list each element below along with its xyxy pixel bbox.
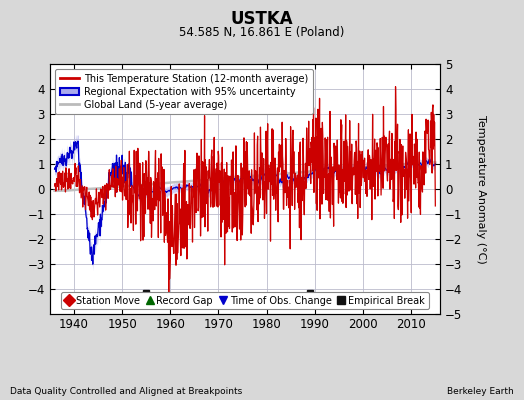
Y-axis label: Temperature Anomaly (°C): Temperature Anomaly (°C) [476,115,486,263]
Legend: Station Move, Record Gap, Time of Obs. Change, Empirical Break: Station Move, Record Gap, Time of Obs. C… [61,292,429,309]
Text: 54.585 N, 16.861 E (Poland): 54.585 N, 16.861 E (Poland) [179,26,345,39]
Text: Berkeley Earth: Berkeley Earth [447,387,514,396]
Text: Data Quality Controlled and Aligned at Breakpoints: Data Quality Controlled and Aligned at B… [10,387,243,396]
Text: USTKA: USTKA [231,10,293,28]
